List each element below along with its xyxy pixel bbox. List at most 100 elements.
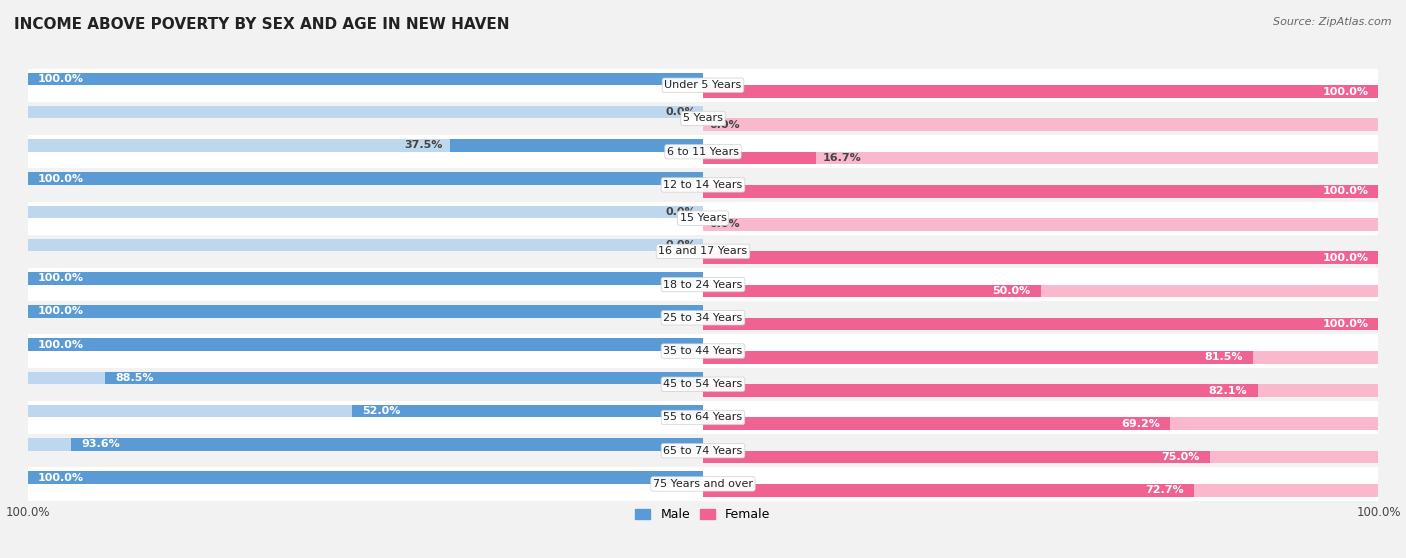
Text: Under 5 Years: Under 5 Years <box>665 80 741 90</box>
Bar <box>28 438 703 451</box>
Bar <box>703 384 1378 397</box>
Text: 100.0%: 100.0% <box>1322 253 1368 263</box>
Bar <box>28 301 1378 334</box>
Text: 0.0%: 0.0% <box>710 219 741 229</box>
Bar <box>703 451 1209 463</box>
Bar <box>28 338 703 351</box>
Bar <box>703 85 1378 98</box>
Bar <box>703 118 1378 131</box>
Bar <box>703 285 1040 297</box>
Bar <box>28 305 703 318</box>
Bar <box>703 185 1378 198</box>
Bar <box>28 73 703 85</box>
Bar <box>703 484 1378 497</box>
Bar <box>105 372 703 384</box>
Bar <box>703 285 1378 297</box>
Bar <box>703 384 1257 397</box>
Bar <box>703 451 1378 463</box>
Bar <box>28 472 703 484</box>
Text: 93.6%: 93.6% <box>82 439 120 449</box>
Text: 12 to 14 Years: 12 to 14 Years <box>664 180 742 190</box>
Bar <box>28 405 703 417</box>
Text: 82.1%: 82.1% <box>1209 386 1247 396</box>
Bar <box>703 351 1378 364</box>
Text: 50.0%: 50.0% <box>993 286 1031 296</box>
Text: 100.0%: 100.0% <box>38 340 84 350</box>
Text: 100.0%: 100.0% <box>38 273 84 283</box>
Bar <box>450 139 703 152</box>
Bar <box>28 135 1378 169</box>
Text: 100.0%: 100.0% <box>38 306 84 316</box>
Bar <box>28 272 703 285</box>
Text: 100.0%: 100.0% <box>38 174 84 184</box>
Text: 0.0%: 0.0% <box>710 120 741 130</box>
Text: 100.0%: 100.0% <box>38 74 84 84</box>
Bar <box>703 85 1378 98</box>
Text: 88.5%: 88.5% <box>115 373 153 383</box>
Text: 0.0%: 0.0% <box>665 207 696 217</box>
Bar <box>28 305 703 318</box>
Bar <box>28 102 1378 135</box>
Bar <box>703 185 1378 198</box>
Bar <box>703 484 1194 497</box>
Text: 0.0%: 0.0% <box>665 240 696 250</box>
Bar <box>28 201 1378 235</box>
Bar <box>703 251 1378 264</box>
Bar <box>352 405 703 417</box>
Text: 16 and 17 Years: 16 and 17 Years <box>658 246 748 256</box>
Bar <box>28 169 1378 201</box>
Bar <box>703 152 815 164</box>
Text: 100.0%: 100.0% <box>38 473 84 483</box>
Text: 75.0%: 75.0% <box>1161 452 1199 462</box>
Text: 75 Years and over: 75 Years and over <box>652 479 754 489</box>
Bar <box>28 401 1378 434</box>
Bar <box>28 205 703 218</box>
Bar <box>28 172 703 185</box>
Bar <box>28 272 703 285</box>
Text: 65 to 74 Years: 65 to 74 Years <box>664 446 742 456</box>
Bar <box>70 438 703 451</box>
Text: 100.0%: 100.0% <box>1322 319 1368 329</box>
Bar <box>28 268 1378 301</box>
Text: 25 to 34 Years: 25 to 34 Years <box>664 313 742 323</box>
Text: 69.2%: 69.2% <box>1122 419 1160 429</box>
Bar <box>28 372 703 384</box>
Bar <box>28 434 1378 467</box>
Bar <box>28 368 1378 401</box>
Text: 45 to 54 Years: 45 to 54 Years <box>664 379 742 389</box>
Bar <box>703 351 1254 364</box>
Bar <box>703 417 1170 430</box>
Bar <box>28 334 1378 368</box>
Bar <box>28 139 703 152</box>
Bar <box>28 69 1378 102</box>
Text: 0.0%: 0.0% <box>665 107 696 117</box>
Text: 35 to 44 Years: 35 to 44 Years <box>664 346 742 356</box>
Bar <box>28 172 703 185</box>
Text: 81.5%: 81.5% <box>1205 352 1243 362</box>
Text: 55 to 64 Years: 55 to 64 Years <box>664 412 742 422</box>
Text: 15 Years: 15 Years <box>679 213 727 223</box>
Bar <box>28 235 1378 268</box>
Bar <box>28 239 703 251</box>
Bar <box>703 152 1378 164</box>
Text: 18 to 24 Years: 18 to 24 Years <box>664 280 742 290</box>
Bar <box>28 467 1378 501</box>
Text: 100.0%: 100.0% <box>1322 186 1368 196</box>
Bar <box>703 417 1378 430</box>
Text: Source: ZipAtlas.com: Source: ZipAtlas.com <box>1274 17 1392 27</box>
Text: 52.0%: 52.0% <box>361 406 401 416</box>
Bar <box>28 338 703 351</box>
Legend: Male, Female: Male, Female <box>630 503 776 526</box>
Bar <box>703 318 1378 330</box>
Text: 6 to 11 Years: 6 to 11 Years <box>666 147 740 157</box>
Bar <box>703 218 1378 231</box>
Text: 72.7%: 72.7% <box>1146 485 1184 496</box>
Text: 5 Years: 5 Years <box>683 113 723 123</box>
Bar <box>703 318 1378 330</box>
Text: 100.0%: 100.0% <box>1322 86 1368 97</box>
Text: 37.5%: 37.5% <box>405 141 443 150</box>
Bar <box>703 251 1378 264</box>
Text: 16.7%: 16.7% <box>823 153 862 163</box>
Text: INCOME ABOVE POVERTY BY SEX AND AGE IN NEW HAVEN: INCOME ABOVE POVERTY BY SEX AND AGE IN N… <box>14 17 509 32</box>
Bar <box>28 106 703 118</box>
